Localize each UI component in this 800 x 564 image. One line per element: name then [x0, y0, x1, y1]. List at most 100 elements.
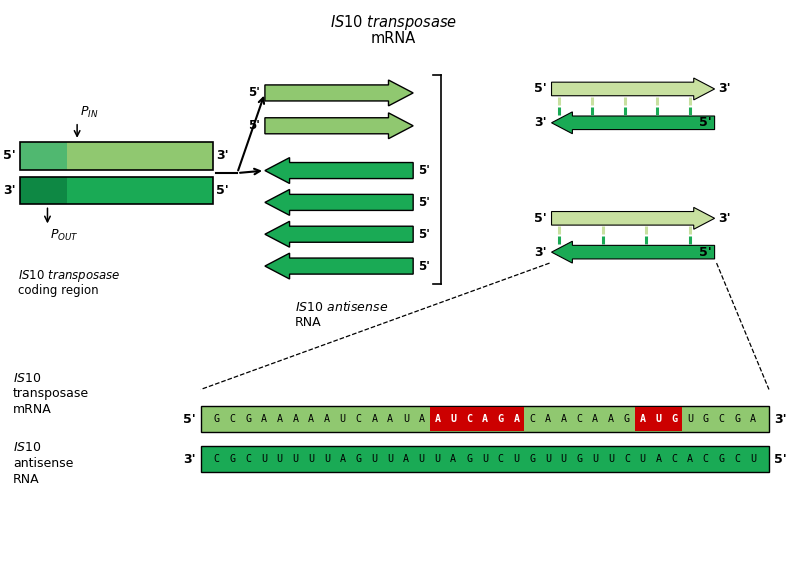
- Text: A: A: [387, 415, 393, 424]
- Text: C: C: [355, 415, 362, 424]
- Text: U: U: [324, 454, 330, 464]
- Text: mRNA: mRNA: [370, 31, 416, 46]
- Text: A: A: [687, 454, 693, 464]
- Text: C: C: [577, 415, 582, 424]
- Text: G: G: [734, 415, 740, 424]
- Text: C: C: [671, 454, 678, 464]
- Text: $IS10$: $IS10$: [13, 441, 42, 454]
- Text: A: A: [545, 415, 551, 424]
- Bar: [634, 407, 682, 431]
- Text: A: A: [324, 415, 330, 424]
- Text: U: U: [340, 415, 346, 424]
- Text: U: U: [514, 454, 519, 464]
- Text: 5': 5': [217, 184, 230, 197]
- Text: A: A: [482, 415, 488, 424]
- Text: A: A: [371, 415, 378, 424]
- Text: U: U: [292, 454, 298, 464]
- Text: U: U: [371, 454, 378, 464]
- Polygon shape: [265, 190, 413, 215]
- Text: U: U: [418, 454, 425, 464]
- Text: transposase: transposase: [13, 387, 89, 400]
- Polygon shape: [265, 80, 413, 106]
- Polygon shape: [551, 208, 714, 229]
- Text: A: A: [261, 415, 267, 424]
- Text: 3': 3': [217, 149, 229, 162]
- Text: 5': 5': [248, 86, 260, 99]
- Text: 5': 5': [3, 149, 16, 162]
- Text: G: G: [529, 454, 535, 464]
- Bar: [20, 142, 213, 170]
- Text: A: A: [292, 415, 298, 424]
- Polygon shape: [551, 78, 714, 100]
- Polygon shape: [265, 113, 413, 139]
- Bar: [430, 407, 524, 431]
- Text: G: G: [703, 415, 709, 424]
- Text: 5': 5': [418, 259, 430, 272]
- Text: $P_{IN}$: $P_{IN}$: [80, 105, 98, 120]
- Bar: [20, 177, 67, 204]
- Text: U: U: [750, 454, 756, 464]
- Bar: [20, 142, 67, 170]
- Text: A: A: [655, 454, 662, 464]
- Text: G: G: [718, 454, 725, 464]
- Text: G: G: [671, 415, 678, 424]
- Text: 3': 3': [718, 212, 731, 225]
- Text: A: A: [592, 415, 598, 424]
- Text: 5': 5': [534, 82, 546, 95]
- Text: 5': 5': [418, 164, 430, 177]
- Text: C: C: [718, 415, 725, 424]
- Text: U: U: [561, 454, 566, 464]
- Text: 5': 5': [534, 212, 546, 225]
- Bar: [67, 142, 213, 170]
- Text: A: A: [434, 415, 441, 424]
- Text: U: U: [308, 454, 314, 464]
- Text: U: U: [450, 415, 456, 424]
- Text: 3': 3': [534, 246, 546, 259]
- Text: C: C: [529, 415, 535, 424]
- Text: $P_{OUT}$: $P_{OUT}$: [50, 228, 79, 243]
- Text: RNA: RNA: [294, 316, 321, 329]
- Text: A: A: [561, 415, 566, 424]
- Text: A: A: [308, 415, 314, 424]
- Text: 3': 3': [3, 184, 16, 197]
- Text: antisense: antisense: [13, 457, 74, 470]
- Text: A: A: [418, 415, 425, 424]
- Text: 5': 5': [418, 228, 430, 241]
- Text: A: A: [514, 415, 519, 424]
- Text: A: A: [750, 415, 756, 424]
- Text: C: C: [245, 454, 251, 464]
- Text: G: G: [355, 454, 362, 464]
- Text: 5': 5': [183, 413, 196, 426]
- Text: 5': 5': [699, 116, 712, 129]
- Polygon shape: [265, 157, 413, 183]
- Text: U: U: [403, 415, 409, 424]
- Text: $IS10$ transposase: $IS10$ transposase: [330, 14, 457, 32]
- Text: $IS10$ transposase: $IS10$ transposase: [18, 268, 121, 284]
- Text: 3': 3': [183, 453, 196, 466]
- Text: coding region: coding region: [18, 284, 98, 297]
- Bar: [20, 177, 213, 204]
- Text: A: A: [340, 454, 346, 464]
- Text: G: G: [577, 454, 582, 464]
- Text: G: G: [214, 415, 219, 424]
- Text: C: C: [498, 454, 503, 464]
- Text: G: G: [498, 415, 503, 424]
- Polygon shape: [551, 112, 714, 134]
- Polygon shape: [265, 253, 413, 279]
- Text: U: U: [640, 454, 646, 464]
- Text: 5': 5': [418, 196, 430, 209]
- Text: U: U: [277, 454, 282, 464]
- Text: 3': 3': [718, 82, 731, 95]
- Text: U: U: [482, 454, 488, 464]
- Text: $IS10$ antisense: $IS10$ antisense: [294, 300, 388, 314]
- Text: C: C: [734, 454, 740, 464]
- Text: U: U: [434, 454, 441, 464]
- Text: 5': 5': [248, 119, 260, 133]
- Text: U: U: [387, 454, 393, 464]
- Text: U: U: [545, 454, 551, 464]
- Text: C: C: [466, 415, 472, 424]
- Polygon shape: [551, 241, 714, 263]
- Text: C: C: [230, 415, 235, 424]
- Text: 3': 3': [534, 116, 546, 129]
- Text: 5': 5': [774, 453, 786, 466]
